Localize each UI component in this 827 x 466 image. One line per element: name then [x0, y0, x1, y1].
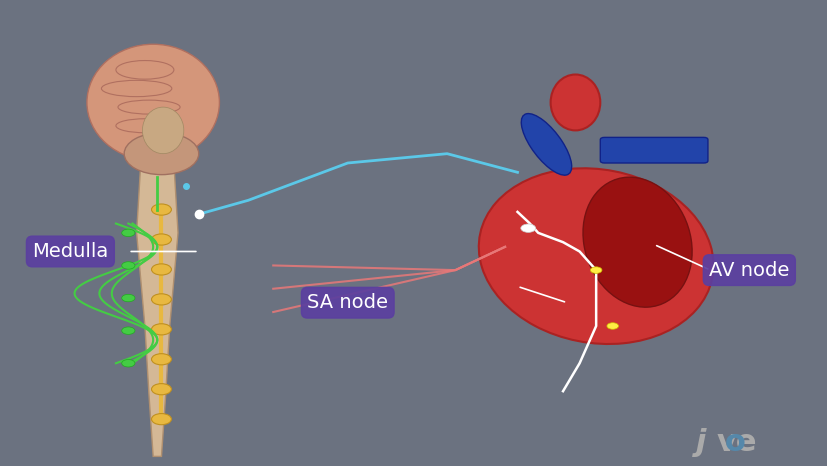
Circle shape [122, 360, 135, 367]
Circle shape [520, 224, 535, 233]
Circle shape [151, 294, 171, 305]
Text: Medulla: Medulla [32, 242, 108, 261]
Circle shape [122, 229, 135, 237]
Circle shape [151, 234, 171, 245]
Ellipse shape [87, 44, 219, 161]
Circle shape [151, 264, 171, 275]
Circle shape [590, 267, 601, 274]
Ellipse shape [478, 168, 713, 344]
Text: j: j [695, 428, 705, 458]
Text: SA node: SA node [307, 293, 388, 312]
Circle shape [122, 295, 135, 302]
Text: ve: ve [715, 428, 756, 458]
FancyBboxPatch shape [600, 137, 707, 163]
Circle shape [151, 204, 171, 215]
Ellipse shape [124, 133, 198, 175]
Circle shape [151, 413, 171, 425]
Ellipse shape [521, 114, 571, 175]
Ellipse shape [550, 75, 600, 130]
Circle shape [122, 262, 135, 269]
Circle shape [151, 324, 171, 335]
Ellipse shape [142, 107, 184, 154]
Circle shape [151, 384, 171, 395]
Circle shape [122, 327, 135, 335]
Text: AV node: AV node [708, 260, 789, 280]
PathPatch shape [136, 149, 178, 456]
Text: o: o [724, 428, 744, 458]
Circle shape [606, 323, 618, 329]
Circle shape [151, 354, 171, 365]
Ellipse shape [582, 177, 691, 307]
